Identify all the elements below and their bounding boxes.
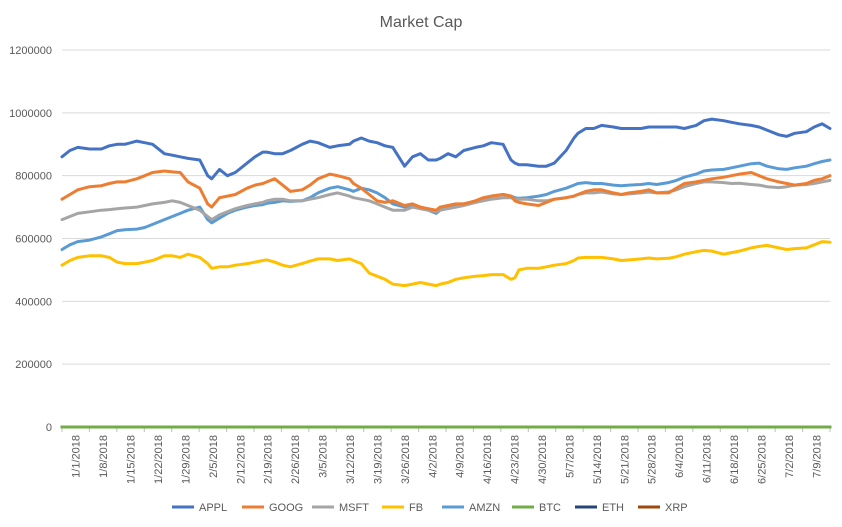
y-tick-label: 1200000	[9, 45, 52, 57]
x-tick-label: 1/29/2018	[180, 435, 192, 484]
legend-label: FB	[409, 502, 423, 514]
chart-title: Market Cap	[380, 14, 463, 31]
legend-item-msft: MSFT	[312, 502, 369, 514]
x-tick-label: 6/18/2018	[729, 435, 741, 484]
x-tick-label: 5/21/2018	[619, 435, 631, 484]
legend-label: ETH	[602, 502, 624, 514]
x-tick-label: 7/9/2018	[811, 435, 823, 478]
x-tick-label: 2/19/2018	[263, 435, 275, 484]
x-tick-label: 4/2/2018	[427, 435, 439, 478]
legend-item-goog: GOOG	[242, 502, 303, 514]
series-line-msft	[60, 178, 832, 222]
legend-label: APPL	[199, 502, 227, 514]
x-tick-label: 5/14/2018	[592, 435, 604, 484]
x-tick-label: 4/30/2018	[537, 435, 549, 484]
y-tick-label: 1000000	[9, 108, 52, 120]
x-tick-label: 1/15/2018	[126, 435, 138, 484]
x-tick-label: 4/16/2018	[482, 435, 494, 484]
y-tick-label: 200000	[15, 359, 52, 371]
legend-item-eth: ETH	[575, 502, 624, 514]
x-tick-label: 1/22/2018	[153, 435, 165, 484]
x-tick-label: 2/5/2018	[208, 435, 220, 478]
x-tick-label: 3/26/2018	[400, 435, 412, 484]
x-tick-label: 3/12/2018	[345, 435, 357, 484]
y-tick-label: 600000	[15, 234, 52, 246]
x-tick-label: 4/23/2018	[510, 435, 522, 484]
series-line-goog	[60, 169, 832, 212]
y-tick-label: 400000	[15, 296, 52, 308]
plot-area	[60, 117, 832, 429]
legend-item-amzn: AMZN	[442, 502, 500, 514]
x-tick-label: 3/19/2018	[372, 435, 384, 484]
x-tick-label: 6/11/2018	[702, 435, 714, 483]
x-tick-label: 1/8/2018	[98, 435, 110, 478]
x-tick-label: 4/9/2018	[455, 435, 467, 478]
x-tick-label: 2/12/2018	[235, 435, 247, 484]
legend-label: BTC	[539, 502, 561, 514]
legend-item-fb: FB	[382, 502, 423, 514]
x-tick-label: 5/7/2018	[564, 435, 576, 478]
x-tick-label: 2/26/2018	[290, 435, 302, 484]
x-tick-label: 5/28/2018	[647, 435, 659, 484]
legend-label: XRP	[665, 502, 688, 514]
series-line-fb	[60, 240, 832, 288]
legend: APPL GOOG MSFT FB AMZN BTC ETH XRP	[172, 502, 688, 514]
x-tick-label: 7/2/2018	[784, 435, 796, 478]
series-line-appl	[60, 117, 832, 181]
x-tick-label: 6/4/2018	[674, 435, 686, 478]
legend-label: AMZN	[469, 502, 500, 514]
legend-item-appl: APPL	[172, 502, 227, 514]
x-axis-tick-labels: 1/1/2018 1/8/2018 1/15/2018 1/22/2018 1/29/2…	[71, 435, 824, 484]
legend-item-xrp: XRP	[638, 502, 688, 514]
x-tick-label: 3/5/2018	[318, 435, 330, 478]
y-tick-label: 0	[46, 422, 52, 434]
legend-item-btc: BTC	[512, 502, 561, 514]
legend-label: GOOG	[269, 502, 303, 514]
x-tick-label: 6/25/2018	[756, 435, 768, 484]
x-tick-label: 1/1/2018	[71, 435, 83, 478]
y-axis-tick-labels: 0 200000 400000 600000 800000 1000000 1200000	[9, 45, 52, 434]
legend-label: MSFT	[339, 502, 369, 514]
y-tick-label: 800000	[15, 171, 52, 183]
